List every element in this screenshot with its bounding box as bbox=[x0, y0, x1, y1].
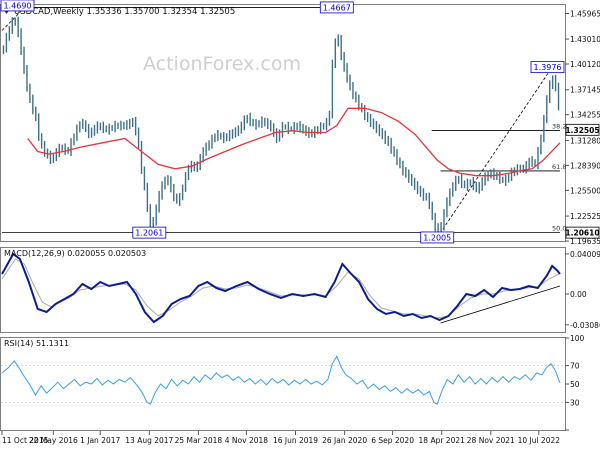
rsi-title: RSI(14) 51.1311 bbox=[4, 339, 69, 348]
price-pane-frame bbox=[0, 4, 566, 242]
current-price-tag: 1.32505 bbox=[565, 126, 599, 135]
macd-pane-frame bbox=[0, 247, 566, 333]
watermark: ActionForex.com bbox=[143, 53, 301, 75]
price-ytick-label: 1.22525 bbox=[570, 212, 600, 221]
annotation-box bbox=[132, 226, 167, 239]
dashed-trendline bbox=[436, 66, 553, 238]
x-tick-label: 1 Jan 2017 bbox=[80, 436, 120, 445]
x-tick-label: 6 Sep 2020 bbox=[371, 436, 414, 445]
x-tick-label: 4 Nov 2018 bbox=[225, 436, 268, 445]
x-tick-label: 13 Aug 2017 bbox=[125, 436, 173, 445]
x-tick-label: 16 Jun 2019 bbox=[273, 436, 318, 445]
annotation-label: 1.3976 bbox=[534, 63, 562, 72]
current-price-tag-box bbox=[565, 123, 600, 136]
support-price-tag: 1.20610 bbox=[565, 229, 599, 238]
price-annotation: 1.2061 bbox=[132, 226, 167, 239]
support-price-tag-box bbox=[565, 226, 600, 239]
macd-signal-line bbox=[1, 258, 561, 319]
macd-layer: 0.040094 0.00 -0.03086 bbox=[1, 250, 600, 330]
symbol-info: USDCAD,Weekly 1.35336 1.35700 1.32354 1.… bbox=[14, 7, 235, 17]
x-tick-label: 18 Apr 2021 bbox=[419, 436, 466, 445]
rsi-ytick-label: 100 bbox=[570, 334, 585, 343]
price-annotation: 1.2005 bbox=[420, 231, 455, 244]
annotation-label: 1.2061 bbox=[135, 229, 163, 238]
macd-title: MACD(12,26,9) 0.020055 0.020503 bbox=[4, 249, 146, 258]
price-annotation: 1.3976 bbox=[530, 61, 565, 74]
price-ytick-label: 1.31280 bbox=[570, 136, 600, 145]
macd-ytick-label: -0.03086 bbox=[570, 321, 600, 330]
rsi-line bbox=[1, 355, 561, 405]
x-tick-label: 28 Nov 2021 bbox=[467, 436, 515, 445]
x-tick-label: 25 Mar 2018 bbox=[175, 436, 223, 445]
x-tick-label: 26 Jan 2020 bbox=[322, 436, 367, 445]
annotation-label: 1.4667 bbox=[323, 3, 351, 12]
x-tick-label: 10 Jul 2022 bbox=[518, 436, 561, 445]
price-annotation: 1.4667 bbox=[319, 1, 354, 14]
price-ytick-label: 1.43010 bbox=[570, 35, 600, 44]
rsi-ytick-label: 70 bbox=[570, 362, 580, 371]
rsi-layer: 100 70 50 30 bbox=[1, 334, 585, 431]
macd-trendline bbox=[440, 285, 561, 324]
fibonacci-label: 61.8 bbox=[552, 163, 566, 171]
macd-line bbox=[1, 252, 561, 324]
x-tick-label: 11 Oct 2015 bbox=[2, 436, 49, 445]
rsi-ytick-label: 50 bbox=[570, 380, 580, 389]
macd-ytick-label: 0.00 bbox=[570, 290, 587, 299]
annotation-label: 1.2005 bbox=[423, 233, 451, 242]
price-ytick-label: 1.45965 bbox=[570, 10, 600, 19]
header: USDCAD,Weekly 1.35336 1.35700 1.32354 1.… bbox=[3, 7, 235, 17]
price-ytick-label: 1.25500 bbox=[570, 186, 600, 195]
annotation-box bbox=[530, 61, 565, 74]
fibonacci-label: 50.0 bbox=[552, 225, 566, 233]
price-annotation: 1.4690 bbox=[0, 0, 35, 12]
price-ytick-label: 1.40120 bbox=[570, 60, 600, 69]
price-ytick-label: 1.19635 bbox=[570, 237, 600, 246]
rsi-ytick-label: 30 bbox=[570, 398, 580, 407]
price-ytick-label: 1.28390 bbox=[570, 161, 600, 170]
annotation-box bbox=[420, 231, 455, 244]
annotation-label: 1.4690 bbox=[4, 1, 32, 10]
moving-average-line bbox=[27, 107, 561, 177]
x-tick-label: 22 May 2016 bbox=[29, 436, 78, 445]
annotation-box bbox=[319, 1, 354, 14]
price-ytick-label: 1.37145 bbox=[570, 86, 600, 95]
annotation-box bbox=[0, 0, 35, 12]
price-layer: 1.45965 1.43010 1.40120 1.37145 1.34255 1.312… bbox=[0, 0, 600, 246]
price-ytick-label: 1.34255 bbox=[570, 111, 600, 120]
macd-ytick-label: 0.040094 bbox=[570, 250, 600, 259]
fibonacci-label: 38.2 bbox=[552, 123, 566, 131]
